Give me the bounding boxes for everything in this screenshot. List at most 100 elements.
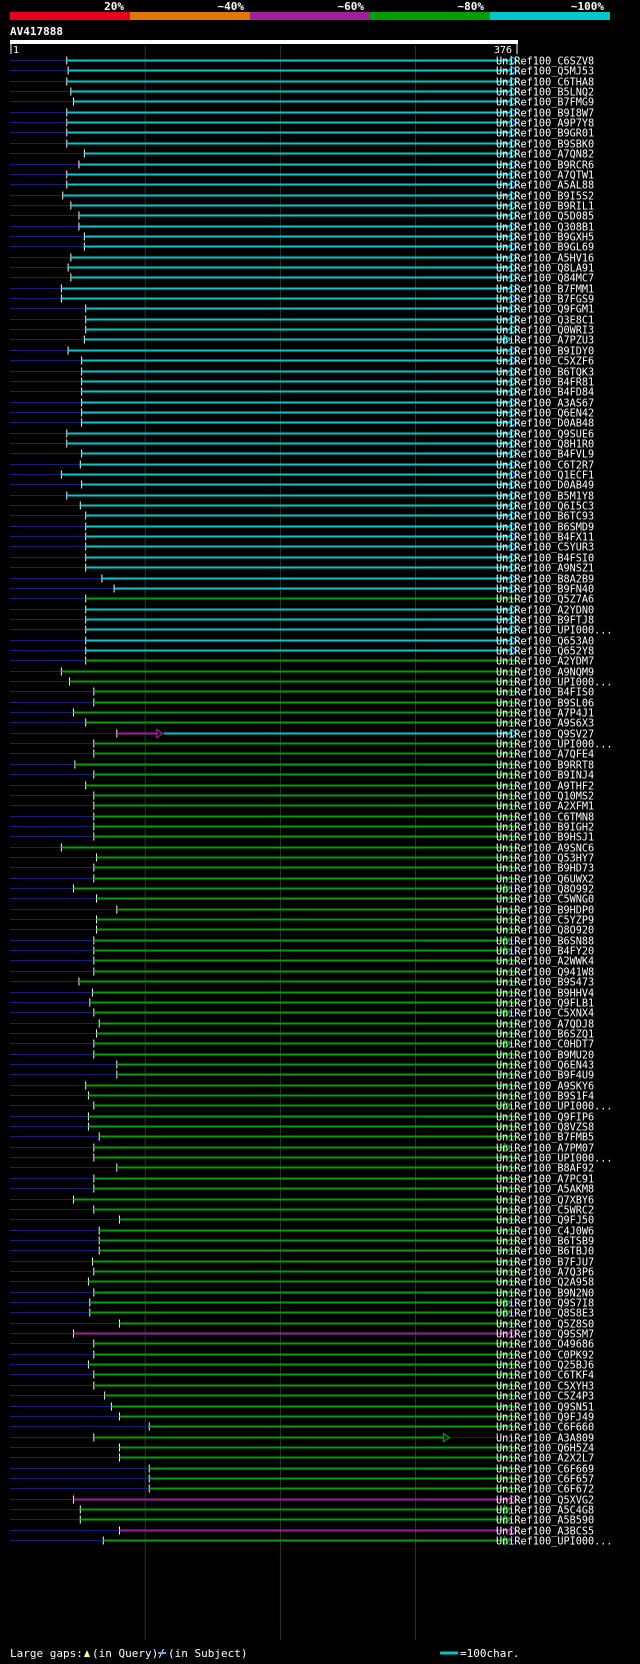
hit-row[interactable]: UniRef100_B4FX11 [10,531,594,544]
hit-name-label[interactable]: UniRef100_A5AKM8 [496,1185,594,1196]
hit-name-label[interactable]: UniRef100_B4FVL9 [496,450,594,461]
hit-row[interactable]: UniRef100_A9S6X3 [10,718,594,730]
hit-name-label[interactable]: UniRef100_B9RIL1 [496,202,594,213]
hit-name-label[interactable]: UniRef100_A2X2L7 [496,1454,594,1465]
hit-row[interactable]: UniRef100_Q53HY7 [10,853,594,865]
hit-row[interactable]: UniRef100_UPI000... [10,739,613,751]
hit-name-label[interactable]: UniRef100_D0AB48 [496,419,594,430]
hit-name-label[interactable]: UniRef100_B4FR81 [496,378,594,389]
hit-name-label[interactable]: UniRef100_B9GXH5 [496,233,594,244]
hit-name-label[interactable]: UniRef100_Q25BJ6 [496,1361,594,1372]
hit-name-label[interactable]: UniRef100_B5M1Y8 [496,492,594,503]
hit-name-label[interactable]: UniRef100_B9I8W7 [496,109,594,120]
hit-name-label[interactable]: UniRef100_B5LNQ2 [496,88,594,99]
hit-row[interactable]: UniRef100_C6F660 [10,1422,594,1434]
hit-row[interactable]: UniRef100_C5XYH3 [10,1381,594,1393]
hit-row[interactable]: UniRef100_A5B590 [10,1514,594,1527]
hit-row[interactable]: UniRef100_C6TMN8 [10,812,594,824]
hit-row[interactable]: UniRef100_B6TBJ0 [10,1246,594,1258]
hit-name-label[interactable]: UniRef100_Q0WRI3 [496,326,594,337]
hit-name-label[interactable]: UniRef100_B7FMM1 [496,285,594,296]
hit-name-label[interactable]: UniRef100_A9S6X3 [496,719,594,730]
hit-name-label[interactable]: UniRef100_B9FTJ8 [496,616,594,627]
hit-row[interactable]: UniRef100_Q9FIP6 [10,1112,594,1124]
hit-row[interactable]: UniRef100_A2YDN0 [10,604,594,617]
hit-row[interactable]: UniRef100_B9I5S2 [10,190,594,203]
hit-row[interactable]: UniRef100_B6TQK3 [10,366,594,379]
hit-row[interactable]: UniRef100_Q8VZS8 [10,1122,594,1134]
hit-name-label[interactable]: UniRef100_Q2A958 [496,1278,594,1289]
hit-name-label[interactable]: UniRef100_B8A2B9 [496,575,594,586]
hit-name-label[interactable]: UniRef100_A9NQM9 [496,668,594,679]
hit-row[interactable]: UniRef100_A7QDJ8 [10,1019,594,1031]
hit-name-label[interactable]: UniRef100_C6SZV8 [496,57,594,68]
hit-name-label[interactable]: UniRef100_B4FIS0 [496,688,594,699]
hit-row[interactable]: UniRef100_B6SMD9 [10,521,594,534]
hit-name-label[interactable]: UniRef100_A5AL88 [496,181,594,192]
hit-name-label[interactable]: UniRef100_B9FN40 [496,585,594,596]
hit-name-label[interactable]: UniRef100_C5Z4P3 [496,1392,594,1403]
hit-row[interactable]: UniRef100_B9S1F4 [10,1091,594,1103]
hit-name-label[interactable]: UniRef100_B7FJU7 [496,1258,594,1269]
hit-row[interactable]: UniRef100_Q6EN42 [10,407,594,420]
hit-name-label[interactable]: UniRef100_C6F672 [496,1485,594,1496]
hit-row[interactable]: UniRef100_UPI000... [10,624,613,637]
hit-name-label[interactable]: UniRef100_C6THA8 [496,78,594,89]
hit-row[interactable]: UniRef100_C4J0W6 [10,1226,594,1238]
hit-name-label[interactable]: UniRef100_UPI000... [496,626,613,637]
hit-name-label[interactable]: UniRef100_B9IGH2 [496,823,594,834]
hit-row[interactable]: UniRef100_B6TC93 [10,510,594,523]
hit-row[interactable]: UniRef100_A2WWK4 [10,956,594,968]
hit-row[interactable]: UniRef100_Q5D085 [10,210,594,223]
hit-name-label[interactable]: UniRef100_UPI000... [496,740,613,751]
hit-name-label[interactable]: UniRef100_B6TSB9 [496,1237,594,1248]
hit-row[interactable]: UniRef100_B4FR81 [10,376,594,389]
hit-row[interactable]: UniRef100_A9THF2 [10,781,594,793]
hit-name-label[interactable]: UniRef100_C0PK92 [496,1351,594,1362]
hit-name-label[interactable]: UniRef100_B6SN88 [496,937,594,948]
hit-name-label[interactable]: UniRef100_B9GR01 [496,129,594,140]
hit-name-label[interactable]: UniRef100_C5XYH3 [496,1382,594,1393]
hit-name-label[interactable]: UniRef100_B9N2N0 [496,1289,594,1300]
hit-row[interactable]: UniRef100_B5LNQ2 [10,86,594,99]
hit-row[interactable]: UniRef100_A7Q3P6 [10,1267,594,1279]
hit-name-label[interactable]: UniRef100_A5B590 [496,1516,594,1527]
hit-row[interactable]: UniRef100_Q84MC7 [10,272,594,285]
hit-row[interactable]: UniRef100_B4FSI0 [10,552,594,565]
hit-name-label[interactable]: UniRef100_A2XFM1 [496,802,594,813]
hit-row[interactable]: UniRef100_B9N2N0 [10,1288,594,1300]
hit-row[interactable]: UniRef100_C5XNX4 [10,1007,594,1020]
hit-name-label[interactable]: UniRef100_Q9FIP6 [496,1113,594,1124]
hit-name-label[interactable]: UniRef100_Q8H1R0 [496,440,594,451]
hit-row[interactable]: UniRef100_A5HV16 [10,252,594,265]
hit-row[interactable]: UniRef100_Q9SV27 [10,728,594,741]
hit-name-label[interactable]: UniRef100_Q6I5C3 [496,502,594,513]
hit-row[interactable]: UniRef100_C6F657 [10,1474,594,1486]
hit-name-label[interactable]: UniRef100_A7PZU3 [496,336,594,347]
hit-row[interactable]: UniRef100_C0HDT7 [10,1038,594,1051]
hit-name-label[interactable]: UniRef100_B4FX11 [496,533,594,544]
hit-name-label[interactable]: UniRef100_C5YZP9 [496,916,594,927]
hit-row[interactable]: UniRef100_B4FIS0 [10,687,594,699]
hit-name-label[interactable]: UniRef100_C6F669 [496,1465,594,1476]
hit-row[interactable]: UniRef100_Q9SUE6 [10,428,594,441]
hit-row[interactable]: UniRef100_B9FN40 [10,583,594,596]
hit-row[interactable]: UniRef100_B9GL69 [10,241,594,254]
hit-row[interactable]: UniRef100_Q652Y8 [10,645,594,658]
hit-name-label[interactable]: UniRef100_Q308B1 [496,223,594,234]
hit-row[interactable]: UniRef100_Q653A0 [10,635,594,648]
hit-row[interactable]: UniRef100_B8AF92 [10,1163,594,1175]
hit-name-label[interactable]: UniRef100_Q8LA91 [496,264,594,275]
hit-name-label[interactable]: UniRef100_A7Q3P6 [496,1268,594,1279]
query-name[interactable]: AV417888 [10,25,63,38]
hit-name-label[interactable]: UniRef100_B6SZQ1 [496,1030,594,1041]
hit-name-label[interactable]: UniRef100_Q9S7I8 [496,1299,594,1310]
hit-row[interactable]: UniRef100_Q1ECF1 [10,469,594,482]
hit-name-label[interactable]: UniRef100_B9F4U9 [496,1071,594,1082]
hit-name-label[interactable]: UniRef100_Q5Z7A6 [496,595,594,606]
hit-row[interactable]: UniRef100_B9SL06 [10,698,594,710]
hit-row[interactable]: UniRef100_B9F4U9 [10,1070,594,1082]
hit-row[interactable]: UniRef100_C6TKF4 [10,1370,594,1382]
hit-name-label[interactable]: UniRef100_UPI000... [496,1102,613,1113]
hit-row[interactable]: UniRef100_Q308B1 [10,221,594,234]
